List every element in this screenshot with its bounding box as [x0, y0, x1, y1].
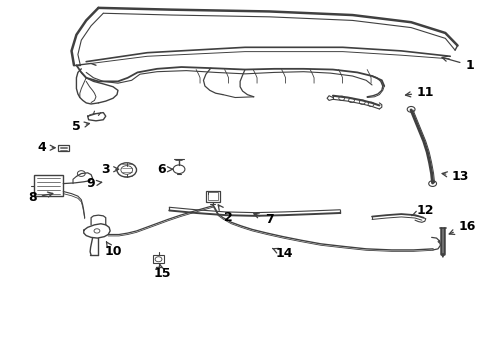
Bar	[153, 255, 164, 263]
Text: 1: 1	[442, 57, 474, 72]
Text: 16: 16	[449, 220, 476, 234]
Text: 6: 6	[158, 163, 172, 176]
Text: 2: 2	[218, 205, 232, 224]
Bar	[34, 175, 63, 196]
Text: 14: 14	[272, 247, 293, 260]
Text: 7: 7	[254, 213, 274, 226]
Bar	[208, 192, 218, 200]
Text: 4: 4	[38, 141, 55, 154]
Bar	[206, 191, 220, 202]
Text: 5: 5	[72, 120, 90, 133]
Text: 3: 3	[101, 163, 119, 176]
Text: 10: 10	[104, 242, 122, 258]
Text: 13: 13	[442, 170, 468, 183]
Text: 11: 11	[406, 86, 435, 99]
Text: 15: 15	[153, 264, 171, 280]
Text: 12: 12	[412, 204, 435, 217]
Text: 8: 8	[28, 192, 53, 204]
Bar	[58, 145, 69, 151]
Text: 9: 9	[87, 177, 102, 190]
